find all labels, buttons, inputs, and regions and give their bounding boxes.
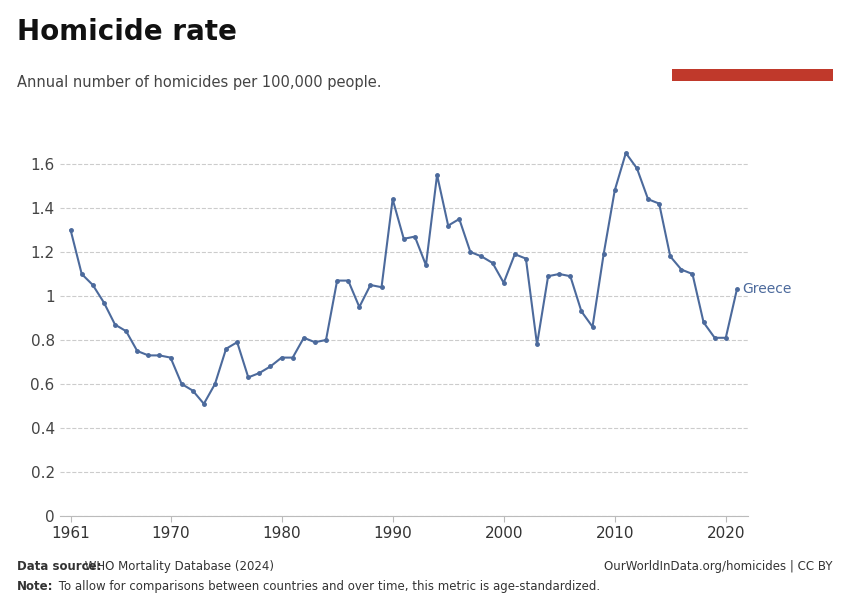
Text: To allow for comparisons between countries and over time, this metric is age-sta: To allow for comparisons between countri… [55,580,600,593]
Bar [672,68,833,81]
Text: Annual number of homicides per 100,000 people.: Annual number of homicides per 100,000 p… [17,75,382,90]
Text: Note:: Note: [17,580,54,593]
Text: WHO Mortality Database (2024): WHO Mortality Database (2024) [81,560,274,573]
Text: Data source:: Data source: [17,560,101,573]
Text: Our World: Our World [714,28,791,41]
Text: in Data: in Data [725,48,779,61]
Text: OurWorldInData.org/homicides | CC BY: OurWorldInData.org/homicides | CC BY [604,560,833,573]
Text: Homicide rate: Homicide rate [17,18,237,46]
Text: Greece: Greece [742,283,792,296]
